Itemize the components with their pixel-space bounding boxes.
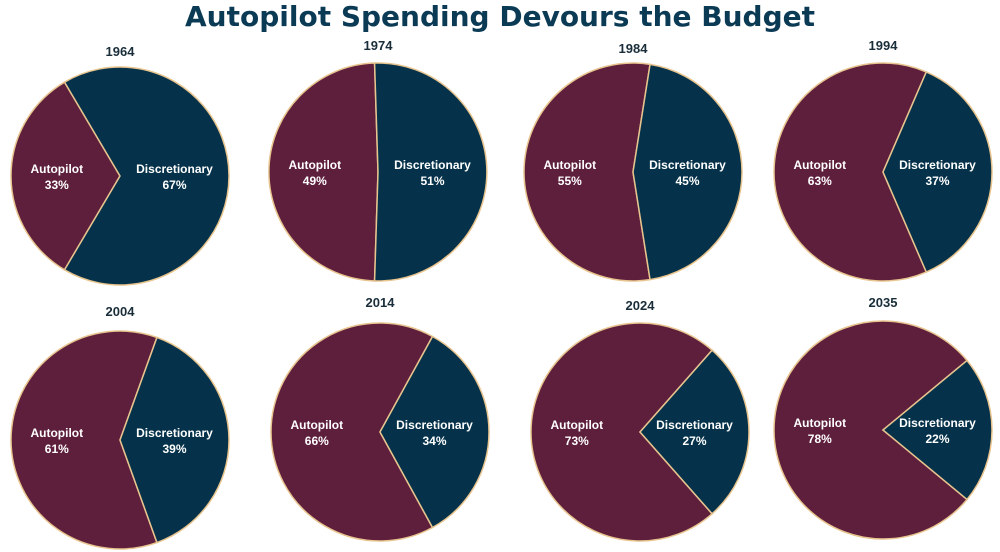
- autopilot-label-name: Autopilot: [793, 416, 846, 430]
- pie-year-label: 2014: [366, 295, 396, 310]
- autopilot-label-name: Autopilot: [30, 426, 83, 440]
- pie-year-label: 1994: [869, 38, 899, 53]
- pie-slice-discretionary: [379, 335, 490, 529]
- discretionary-label-percent: 67%: [162, 178, 186, 192]
- discretionary-label-name: Discretionary: [899, 158, 976, 172]
- pie-chart-2004: 2004 Autopilot 61% Discretionary 39%: [10, 304, 230, 550]
- pie-chart-2014: 2014 Autopilot 66% Discretionary 34%: [270, 295, 490, 542]
- discretionary-label-percent: 51%: [420, 174, 444, 188]
- discretionary-label-percent: 45%: [675, 174, 699, 188]
- pie-slice-autopilot: [530, 322, 714, 542]
- discretionary-label-name: Discretionary: [136, 162, 213, 176]
- pie-chart-2024: 2024 Autopilot 73% Discretionary 27%: [530, 298, 750, 542]
- pie-year-label: 2004: [106, 304, 136, 319]
- autopilot-label-percent: 49%: [303, 174, 327, 188]
- pie-chart-1974: 1974 Autopilot 49% Discretionary 51%: [268, 38, 488, 282]
- discretionary-label-name: Discretionary: [656, 418, 733, 432]
- pie-slice-autopilot: [270, 322, 434, 542]
- pie-slice-discretionary: [881, 359, 993, 501]
- pie-slice-discretionary: [63, 66, 230, 286]
- autopilot-label-percent: 66%: [305, 434, 329, 448]
- pie-slice-autopilot: [10, 330, 158, 550]
- pie-slice-autopilot: [523, 62, 651, 282]
- autopilot-label-name: Autopilot: [543, 158, 596, 172]
- pie-slice-discretionary: [119, 336, 230, 544]
- discretionary-label-name: Discretionary: [899, 416, 976, 430]
- pie-slice-discretionary: [639, 349, 750, 515]
- autopilot-label-name: Autopilot: [288, 158, 341, 172]
- autopilot-label-name: Autopilot: [290, 418, 343, 432]
- autopilot-label-name: Autopilot: [793, 158, 846, 172]
- pie-chart-1994: 1994 Autopilot 63% Discretionary 37%: [773, 38, 993, 282]
- pie-year-label: 2035: [869, 295, 898, 310]
- discretionary-label-percent: 34%: [422, 434, 446, 448]
- autopilot-label-name: Autopilot: [550, 418, 603, 432]
- pie-slice-autopilot: [773, 320, 969, 540]
- pie-slice-autopilot: [773, 62, 928, 282]
- discretionary-label-name: Discretionary: [649, 158, 726, 172]
- autopilot-label-percent: 33%: [45, 178, 69, 192]
- discretionary-label-name: Discretionary: [394, 158, 471, 172]
- discretionary-label-percent: 27%: [682, 434, 706, 448]
- autopilot-label-percent: 61%: [45, 442, 69, 456]
- pie-chart-1984: 1984 Autopilot 55% Discretionary 45%: [523, 41, 743, 282]
- autopilot-label-name: Autopilot: [30, 162, 83, 176]
- pie-year-label: 2024: [626, 298, 656, 313]
- discretionary-label-name: Discretionary: [396, 418, 473, 432]
- pie-slice-autopilot: [10, 81, 121, 271]
- pie-slice-discretionary: [632, 63, 743, 281]
- discretionary-label-name: Discretionary: [136, 426, 213, 440]
- autopilot-label-percent: 55%: [558, 174, 582, 188]
- autopilot-label-percent: 73%: [565, 434, 589, 448]
- discretionary-label-percent: 37%: [925, 174, 949, 188]
- chart-title: Autopilot Spending Devours the Budget: [185, 0, 815, 33]
- pie-year-label: 1964: [106, 44, 136, 59]
- pie-slice-autopilot: [268, 62, 379, 282]
- pie-slice-discretionary: [882, 70, 993, 274]
- pie-chart-1964: 1964 Autopilot 33% Discretionary 67%: [10, 44, 230, 286]
- discretionary-label-percent: 22%: [925, 432, 949, 446]
- discretionary-label-percent: 39%: [162, 442, 186, 456]
- pie-year-label: 1974: [364, 38, 394, 53]
- autopilot-label-percent: 78%: [808, 432, 832, 446]
- pie-year-label: 1984: [619, 41, 649, 56]
- autopilot-label-percent: 63%: [808, 174, 832, 188]
- pie-slice-discretionary: [373, 62, 488, 282]
- pie-chart-2035: 2035 Autopilot 78% Discretionary 22%: [773, 295, 993, 540]
